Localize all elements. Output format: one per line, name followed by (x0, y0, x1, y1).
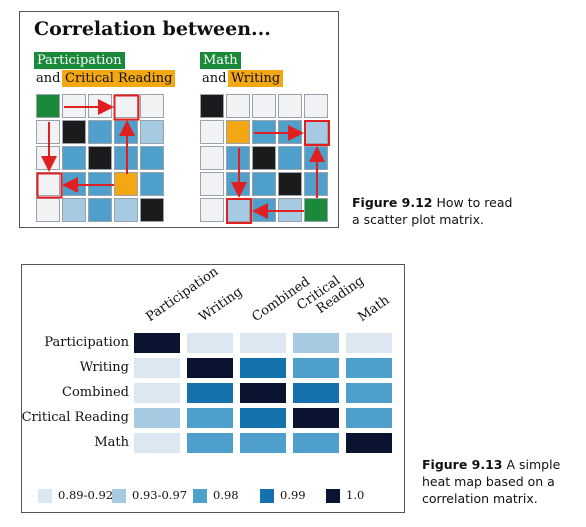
matrix-cell (304, 94, 328, 118)
heat-map-cell (293, 358, 339, 378)
heat-map-cell (187, 333, 233, 353)
heat-map-cell (134, 383, 180, 403)
heat-map-cell (187, 408, 233, 428)
caption-text: heat map based on a (422, 474, 555, 489)
row-label: Critical Reading (21, 410, 129, 425)
matrix-cell (140, 172, 164, 196)
matrix-cell (140, 146, 164, 170)
heat-map-cell (187, 433, 233, 453)
matrix-cell (200, 198, 224, 222)
matrix-cell (36, 94, 60, 118)
legend-label: 0.99 (280, 488, 306, 502)
matrix-cell (278, 94, 302, 118)
matrix-cell (304, 198, 328, 222)
right-arrows (226, 120, 330, 224)
matrix-cell (200, 94, 224, 118)
heat-map-cell (240, 408, 286, 428)
legend-label: 1.0 (346, 488, 365, 502)
matrix-cell (88, 120, 112, 144)
heat-map-cell (293, 408, 339, 428)
matrix-cell (278, 146, 302, 170)
figure-9-13-caption: Figure 9.13 A simple heat map based on a… (422, 456, 560, 507)
participation-tag: Participation (34, 52, 125, 69)
caption-text: How to read (436, 195, 513, 210)
heat-map-cell (346, 383, 392, 403)
heat-map-cell (346, 333, 392, 353)
heat-map-cell (240, 358, 286, 378)
legend-label: 0.93-0.97 (132, 488, 188, 502)
scatter-matrix-figure: Correlation between... Participation and… (19, 11, 339, 228)
row-label: Math (94, 435, 129, 450)
matrix-cell (88, 198, 112, 222)
matrix-cell (226, 120, 250, 144)
matrix-cell (200, 120, 224, 144)
matrix-cell (114, 172, 138, 196)
critical-reading-tag: Critical Reading (62, 70, 176, 87)
left-arrows (36, 94, 140, 199)
matrix-cell (140, 198, 164, 222)
matrix-cell (200, 146, 224, 170)
legend-label: 0.89-0.92 (58, 488, 114, 502)
matrix-cell (252, 146, 276, 170)
heat-map-cell (240, 383, 286, 403)
caption-label: Figure 9.13 (422, 457, 503, 472)
caption-label: Figure 9.12 (352, 195, 433, 210)
heat-map-cell (187, 383, 233, 403)
heat-map-cell (346, 433, 392, 453)
matrix-cell (140, 120, 164, 144)
matrix-cell (200, 172, 224, 196)
highlight-box (113, 94, 140, 121)
matrix-cell (140, 94, 164, 118)
writing-tag: Writing (228, 70, 284, 87)
legend-swatch (112, 489, 126, 503)
matrix-cell (114, 198, 138, 222)
matrix-cell (278, 172, 302, 196)
matrix-cell (252, 172, 276, 196)
and-label: and (36, 71, 61, 86)
highlight-box (304, 120, 330, 146)
heat-map-cell (134, 433, 180, 453)
matrix-cell (226, 94, 250, 118)
heat-map-cell (134, 358, 180, 378)
legend-swatch (260, 489, 274, 503)
row-label: Participation (44, 335, 129, 350)
legend-swatch (326, 489, 340, 503)
matrix-cell (88, 146, 112, 170)
heat-map-cell (240, 433, 286, 453)
matrix-cell (62, 146, 86, 170)
heat-map-cell (240, 333, 286, 353)
matrix-cell (62, 198, 86, 222)
and-label-right: and (202, 71, 227, 86)
figure-9-12-caption: Figure 9.12 How to read a scatter plot m… (352, 194, 512, 228)
heat-map-cell (187, 358, 233, 378)
matrix-cell (252, 94, 276, 118)
legend-swatch (193, 489, 207, 503)
heat-map-cell (293, 383, 339, 403)
caption-text: correlation matrix. (422, 491, 538, 506)
legend-swatch (38, 489, 52, 503)
highlight-box (36, 172, 63, 199)
caption-text: a scatter plot matrix. (352, 212, 484, 227)
heat-map-cell (134, 408, 180, 428)
legend-label: 0.98 (213, 488, 239, 502)
caption-text: A simple (506, 457, 561, 472)
matrix-cell (62, 120, 86, 144)
math-tag: Math (200, 52, 241, 69)
row-label: Combined (62, 385, 129, 400)
heat-map-cell (134, 333, 180, 353)
figure-title: Correlation between... (34, 18, 271, 40)
row-label: Writing (79, 360, 129, 375)
heat-map-cell (293, 433, 339, 453)
heat-map-cell (346, 358, 392, 378)
heat-map-cell (293, 333, 339, 353)
highlight-box (226, 198, 252, 224)
heat-map-cell (346, 408, 392, 428)
